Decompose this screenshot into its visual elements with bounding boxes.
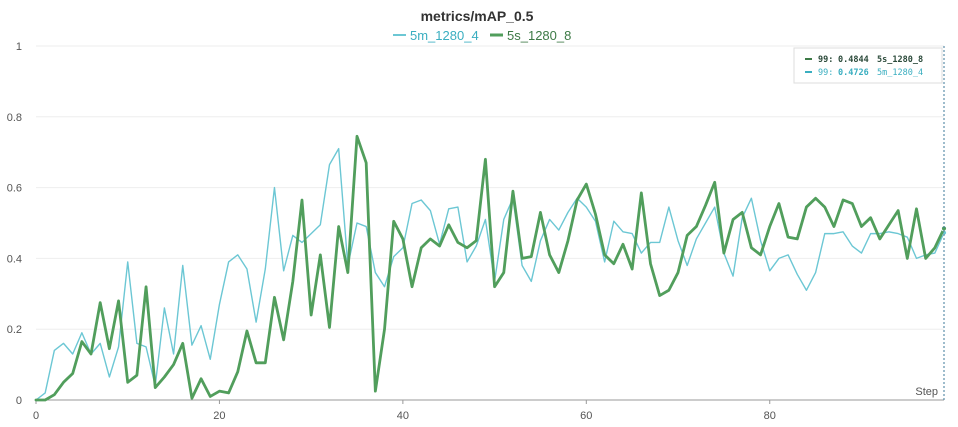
series-line-5m: [35, 147, 945, 401]
series-line-5s: [34, 134, 946, 402]
tooltip-series-5s: 5s_1280_8: [877, 55, 923, 65]
series-layer: [34, 134, 947, 402]
legend-item-5s[interactable]: 5s_1280_8: [490, 28, 571, 43]
hover-tooltip: 99: 0.4844 5s_1280_8 99: 0.4726 5m_1280_…: [793, 47, 943, 84]
x-axis-label: Step: [915, 386, 938, 398]
tooltip-step-5m: 99:: [818, 68, 833, 78]
legend: 5m_1280_4 5s_1280_8: [393, 28, 571, 43]
legend-item-5m[interactable]: 5m_1280_4: [393, 28, 479, 43]
tooltip-row-5s: 99: 0.4844 5s_1280_8: [805, 55, 923, 65]
tooltip-step-5s: 99:: [818, 55, 833, 65]
y-tick-label: 0.8: [7, 112, 22, 124]
axes: 0 0.2 0.4 0.6 0.8 1 0 20 40 60 80: [7, 41, 944, 422]
y-tick-label: 0: [16, 395, 22, 407]
grid: [36, 45, 944, 330]
legend-label-5m: 5m_1280_4: [410, 28, 479, 43]
tooltip-row-5m: 99: 0.4726 5m_1280_4: [805, 68, 923, 78]
y-tick-label: 0.4: [7, 253, 22, 265]
x-tick-label: 40: [397, 410, 409, 422]
x-tick-label: 60: [580, 410, 592, 422]
legend-label-5s: 5s_1280_8: [507, 28, 571, 43]
tooltip-value-5m: 0.4726: [838, 68, 869, 78]
y-tick-label: 0.2: [7, 324, 22, 336]
tooltip-box: [793, 47, 943, 84]
y-tick-label: 0.6: [7, 183, 22, 195]
x-tick-label: 20: [213, 410, 225, 422]
x-tick-label: 80: [764, 410, 776, 422]
tooltip-series-5m: 5m_1280_4: [877, 68, 923, 78]
tooltip-value-5s: 0.4844: [838, 55, 869, 65]
x-tick-label: 0: [33, 410, 39, 422]
y-tick-label: 1: [16, 41, 22, 53]
chart-title: metrics/mAP_0.5: [421, 8, 534, 24]
